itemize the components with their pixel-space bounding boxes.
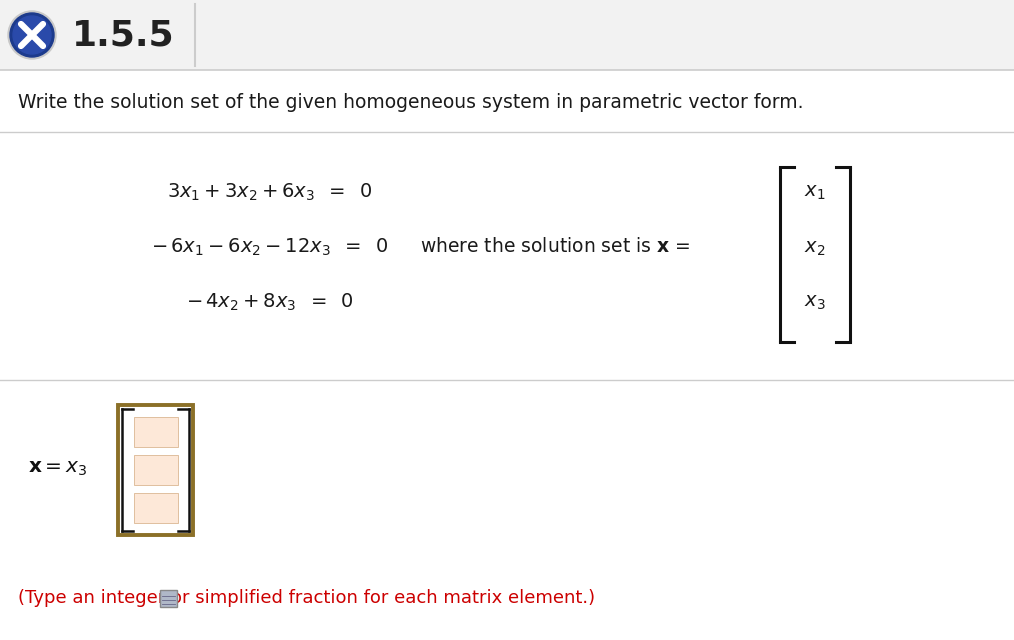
Bar (118, 405, 193, 535)
Text: (Type an integer or simplified fraction for each matrix element.): (Type an integer or simplified fraction … (18, 589, 595, 607)
Circle shape (13, 16, 51, 54)
Text: $x_1$: $x_1$ (804, 184, 825, 202)
Text: Write the solution set of the given homogeneous system in parametric vector form: Write the solution set of the given homo… (18, 93, 803, 113)
Bar (134, 455, 177, 485)
Circle shape (10, 13, 54, 57)
Bar (134, 493, 177, 523)
Text: $\mathbf{x} = x_3$: $\mathbf{x} = x_3$ (28, 458, 87, 477)
Text: $-\,4x_2 + 8x_3 \;\;=\;\; 0$: $-\,4x_2 + 8x_3 \;\;=\;\; 0$ (187, 291, 354, 313)
Bar (134, 417, 177, 447)
Text: $x_2$: $x_2$ (804, 239, 825, 257)
Bar (0, 0, 1014, 70)
Circle shape (8, 11, 56, 59)
Text: where the solution set is $\mathbf{x}$ =: where the solution set is $\mathbf{x}$ = (420, 237, 691, 257)
Text: $-\,6x_1 - 6x_2 - 12x_3 \;\;=\;\; 0$: $-\,6x_1 - 6x_2 - 12x_3 \;\;=\;\; 0$ (151, 236, 388, 258)
Text: $3x_1 + 3x_2 + 6x_3 \;\;=\;\; 0$: $3x_1 + 3x_2 + 6x_3 \;\;=\;\; 0$ (167, 181, 373, 203)
Text: 1.5.5: 1.5.5 (72, 18, 174, 52)
Text: $x_3$: $x_3$ (804, 294, 825, 312)
Bar (160, 590, 177, 607)
